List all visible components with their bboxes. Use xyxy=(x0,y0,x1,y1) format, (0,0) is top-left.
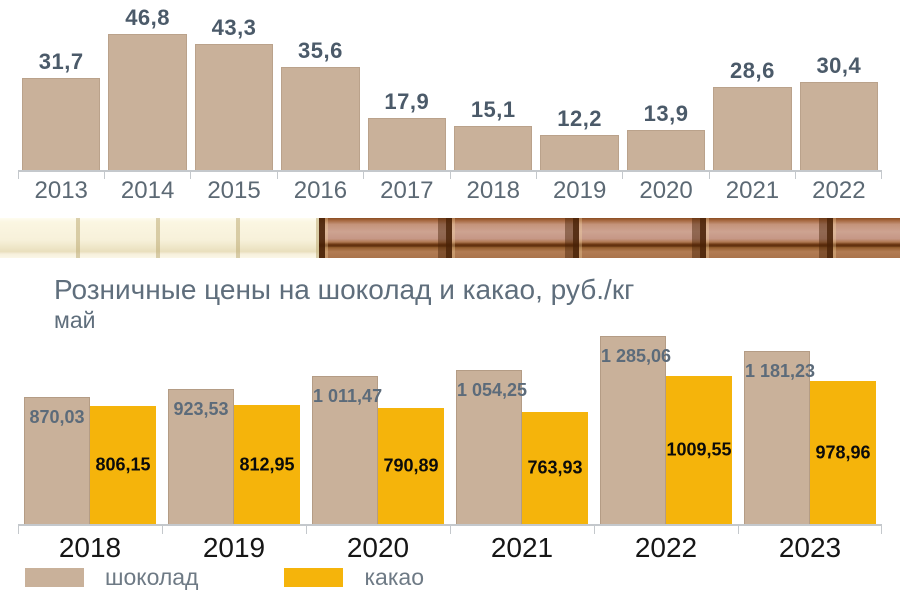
legend-item-какао: какао xyxy=(284,564,424,591)
production-bar xyxy=(627,130,705,170)
production-bar xyxy=(540,135,618,170)
price-value-label: 812,95 xyxy=(234,454,300,475)
price-bar-какао: 806,15 xyxy=(90,406,156,524)
production-year-label: 2021 xyxy=(709,177,795,205)
production-year-label: 2013 xyxy=(18,177,104,205)
production-bar-cell: 30,4 xyxy=(796,0,882,170)
prices-plot: 870,03806,15923,53812,951 011,47790,891 … xyxy=(18,336,882,526)
price-bar-шоколад: 870,03 xyxy=(24,397,90,524)
infographic-canvas: 31,7 46,8 43,3 35,6 17,9 15,1 12,2 13,9 28,6 30,4… xyxy=(0,0,900,600)
production-value-label: 35,6 xyxy=(298,38,343,64)
production-year-label: 2014 xyxy=(104,177,190,205)
white-chocolate-segment xyxy=(0,218,319,258)
production-value-label: 31,7 xyxy=(39,49,84,75)
price-bar-group: 1 054,25 763,93 xyxy=(450,336,594,524)
price-value-label: 1 054,25 xyxy=(457,380,521,401)
price-bar-group: 1 181,23 978,96 xyxy=(738,336,882,524)
production-value-label: 46,8 xyxy=(125,5,170,31)
production-bar-cell: 17,9 xyxy=(364,0,450,170)
production-year-label: 2020 xyxy=(623,177,709,205)
chocolate-bar-strip-image xyxy=(0,218,900,258)
production-plot: 31,7 46,8 43,3 35,6 17,9 15,1 12,2 13,9 28,6 30,4 xyxy=(18,0,882,172)
price-year-label: 2020 xyxy=(306,532,450,564)
chart-subtitle: май xyxy=(54,307,95,334)
price-value-label: 870,03 xyxy=(25,407,89,428)
production-bar xyxy=(281,67,359,170)
production-bar-cell: 46,8 xyxy=(104,0,190,170)
legend-swatch xyxy=(284,568,343,587)
price-value-label: 978,96 xyxy=(810,442,876,463)
production-year-label: 2015 xyxy=(191,177,277,205)
price-value-label: 763,93 xyxy=(522,458,588,479)
price-bar-шоколад: 1 285,06 xyxy=(600,336,666,524)
production-bar xyxy=(22,78,100,170)
production-bar xyxy=(454,126,532,170)
chart-title: Розничные цены на шоколад и какао, руб./… xyxy=(54,274,634,306)
price-value-label: 1 011,47 xyxy=(313,386,377,407)
production-bar-cell: 28,6 xyxy=(709,0,795,170)
legend-swatch xyxy=(25,568,84,587)
price-bar-group: 1 285,06 1009,55 xyxy=(594,336,738,524)
price-value-label: 790,89 xyxy=(378,456,444,477)
production-year-label: 2019 xyxy=(536,177,622,205)
production-value-label: 17,9 xyxy=(384,89,429,115)
production-bar-cell: 15,1 xyxy=(450,0,536,170)
price-year-label: 2018 xyxy=(18,532,162,564)
production-value-label: 12,2 xyxy=(557,106,602,132)
legend: шоколад какао xyxy=(25,564,424,591)
price-bar-какао: 790,89 xyxy=(378,408,444,524)
production-bar xyxy=(713,87,791,170)
price-year-label: 2022 xyxy=(594,532,738,564)
production-bar-cell: 13,9 xyxy=(623,0,709,170)
price-bar-какао: 763,93 xyxy=(522,412,588,524)
production-bar-cell: 43,3 xyxy=(191,0,277,170)
production-bar-cell: 31,7 xyxy=(18,0,104,170)
price-bar-group: 923,53 812,95 xyxy=(162,336,306,524)
production-bar-cell: 35,6 xyxy=(277,0,363,170)
production-value-label: 43,3 xyxy=(212,15,257,41)
price-year-label: 2021 xyxy=(450,532,594,564)
price-bar-шоколад: 1 054,25 xyxy=(456,370,522,524)
production-bar-cell: 12,2 xyxy=(536,0,622,170)
milk-chocolate-segment xyxy=(319,218,900,258)
price-bar-group: 870,03 806,15 xyxy=(18,336,162,524)
price-value-label: 1 181,23 xyxy=(745,361,809,382)
price-bar-какао: 1009,55 xyxy=(666,376,732,524)
production-value-label: 28,6 xyxy=(730,58,775,84)
production-bar xyxy=(195,44,273,170)
production-bar xyxy=(368,118,446,170)
production-year-axis: 2013201420152016201720182019202020212022 xyxy=(18,177,882,205)
production-year-label: 2016 xyxy=(277,177,363,205)
price-year-label: 2023 xyxy=(738,532,882,564)
prices-year-axis: 201820192020202120222023 xyxy=(18,532,882,564)
price-value-label: 1009,55 xyxy=(666,440,732,461)
price-year-label: 2019 xyxy=(162,532,306,564)
price-value-label: 923,53 xyxy=(169,399,233,420)
production-bar xyxy=(108,34,186,170)
production-year-label: 2017 xyxy=(364,177,450,205)
price-bar-какао: 978,96 xyxy=(810,381,876,524)
production-value-label: 13,9 xyxy=(644,101,689,127)
price-bar-шоколад: 1 181,23 xyxy=(744,351,810,524)
production-bar xyxy=(800,82,878,170)
price-bar-group: 1 011,47 790,89 xyxy=(306,336,450,524)
production-year-label: 2018 xyxy=(450,177,536,205)
price-bar-шоколад: 1 011,47 xyxy=(312,376,378,524)
production-value-label: 30,4 xyxy=(816,53,861,79)
price-bar-какао: 812,95 xyxy=(234,405,300,524)
production-year-label: 2022 xyxy=(796,177,882,205)
price-value-label: 806,15 xyxy=(90,455,156,476)
legend-label: шоколад xyxy=(105,564,198,591)
legend-label: какао xyxy=(364,564,424,591)
price-bar-шоколад: 923,53 xyxy=(168,389,234,524)
price-value-label: 1 285,06 xyxy=(601,346,665,367)
legend-item-шоколад: шоколад xyxy=(25,564,198,591)
production-value-label: 15,1 xyxy=(471,97,516,123)
